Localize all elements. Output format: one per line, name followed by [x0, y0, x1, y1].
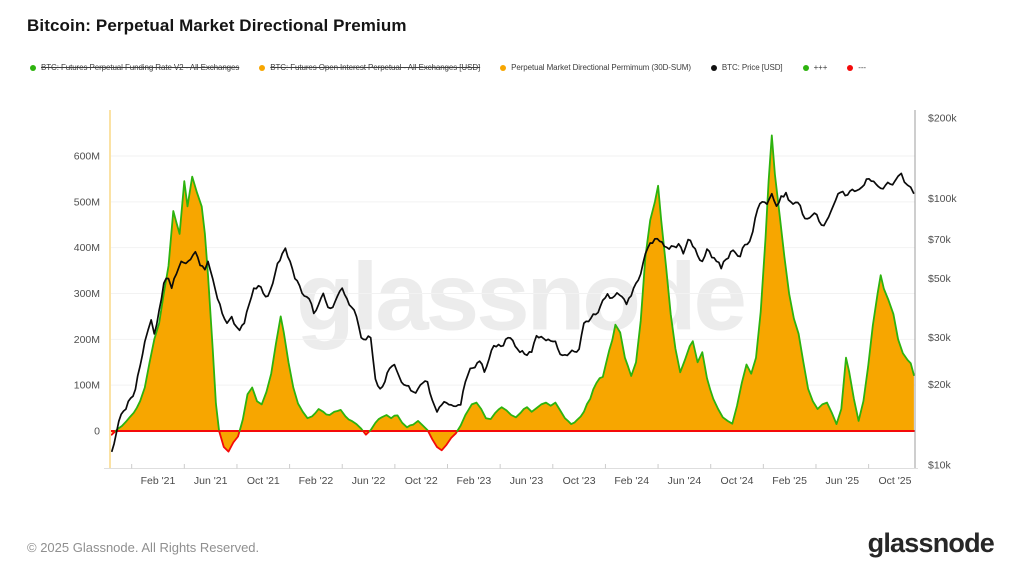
chart: glassnode 600M 500M 400M 300M 200M 100M 0 $200k $…	[0, 100, 1024, 500]
left-axis-label: 400M	[74, 242, 100, 254]
left-axis-label: 200M	[74, 334, 100, 346]
glassnode-logo: glassnode	[867, 528, 995, 558]
legend: BTC: Futures Perpetual Funding Rate V2 -…	[30, 63, 866, 72]
legend-item-0[interactable]: BTC: Futures Perpetual Funding Rate V2 -…	[30, 63, 239, 72]
x-axis-label: Jun '22	[352, 475, 386, 487]
x-axis-label: Jun '23	[510, 475, 544, 487]
legend-label: +++	[813, 63, 828, 72]
copyright-text: © 2025 Glassnode. All Rights Reserved.	[27, 540, 260, 555]
right-axis-label: $10k	[928, 459, 952, 471]
x-axis-label: Oct '25	[878, 475, 911, 487]
chart-canvas[interactable]: glassnode 600M 500M 400M 300M 200M 100M 0 $200k $…	[0, 100, 1024, 500]
legend-marker-icon	[500, 64, 507, 71]
premium-line-negative	[218, 430, 241, 453]
legend-marker-icon	[847, 64, 854, 71]
right-axis-label: $30k	[928, 332, 952, 344]
x-axis-label: Feb '23	[456, 475, 491, 487]
right-axis-label: $200k	[928, 113, 957, 125]
legend-label: ---	[858, 63, 866, 72]
x-axis-label: Oct '22	[405, 475, 438, 487]
premium-line-positive	[368, 414, 429, 432]
premium-line-negative	[427, 430, 459, 452]
legend-item-2[interactable]: Perpetual Market Directional Permimum (3…	[500, 63, 691, 72]
left-axis-label: 0	[94, 426, 100, 438]
legend-marker-icon	[710, 64, 717, 71]
page-title: Bitcoin: Perpetual Market Directional Pr…	[27, 16, 407, 35]
right-axis-label: $100k	[928, 193, 957, 205]
x-axis-label: Oct '24	[721, 475, 754, 487]
x-axis-label: Feb '22	[299, 475, 334, 487]
premium-area	[111, 135, 914, 452]
x-axis-label: Jun '21	[194, 475, 228, 487]
legend-label: BTC: Futures Perpetual Funding Rate V2 -…	[41, 63, 240, 72]
x-axis-label: Oct '21	[247, 475, 280, 487]
legend-marker-icon	[259, 64, 266, 71]
btc-price-line	[110, 172, 915, 453]
legend-item-1[interactable]: BTC: Futures Open Interest Perpetual - A…	[259, 63, 480, 72]
x-axis-label: Feb '24	[614, 475, 649, 487]
legend-item-4[interactable]: +++	[802, 63, 828, 72]
legend-item-3[interactable]: BTC: Price [USD]	[710, 63, 783, 72]
x-axis-label: Feb '21	[141, 475, 176, 487]
left-axis-label: 600M	[74, 151, 100, 163]
legend-label: BTC: Price [USD]	[721, 63, 783, 72]
premium-line-positive	[456, 134, 915, 432]
legend-marker-icon	[802, 64, 809, 71]
premium-line-positive	[238, 315, 364, 432]
legend-item-5[interactable]: ---	[847, 63, 866, 72]
left-axis-label: 500M	[74, 196, 100, 208]
left-axis-label: 300M	[74, 288, 100, 300]
x-axis-label: Jun '24	[668, 475, 702, 487]
legend-marker-icon	[30, 64, 36, 71]
legend-label: BTC: Futures Open Interest Perpetual - A…	[270, 63, 481, 72]
premium-line-positive	[114, 175, 220, 432]
right-axis-label: $20k	[928, 379, 952, 391]
legend-label: Perpetual Market Directional Permimum (3…	[511, 63, 691, 72]
right-axis-label: $70k	[928, 234, 952, 246]
x-axis-label: Oct '23	[563, 475, 596, 487]
x-axis-label: Jun '25	[826, 475, 860, 487]
premium-line-negative	[362, 430, 371, 436]
right-axis-label: $50k	[928, 273, 952, 285]
watermark: glassnode	[296, 244, 744, 351]
x-axis-label: Feb '25	[772, 475, 807, 487]
left-axis-label: 100M	[74, 380, 100, 392]
